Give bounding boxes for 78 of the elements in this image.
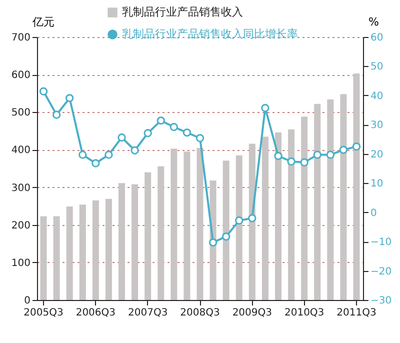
- legend-label: 乳制品行业产品销售收入: [122, 6, 243, 18]
- x-tick-label: 2005Q3: [24, 308, 64, 318]
- point: [78, 150, 87, 159]
- point: [287, 157, 296, 166]
- bar: [301, 116, 308, 300]
- y2-tick-label: 40: [370, 90, 384, 102]
- bar: [118, 183, 126, 300]
- bar: [353, 73, 360, 300]
- point: [196, 134, 204, 142]
- point: [235, 216, 244, 225]
- point: [248, 214, 256, 222]
- point: [313, 150, 322, 159]
- y-tick-label: 600: [11, 70, 30, 82]
- bar: [66, 206, 73, 300]
- point: [326, 150, 335, 159]
- bar: [184, 152, 190, 300]
- point: [170, 122, 178, 132]
- x-tick-label: 2007Q3: [128, 308, 168, 318]
- point: [274, 152, 282, 160]
- point: [222, 232, 230, 241]
- bar: [92, 200, 99, 300]
- x-tick-label: 2011Q3: [336, 308, 376, 318]
- y-tick-label: 500: [11, 108, 30, 119]
- point: [300, 158, 308, 166]
- bar: [248, 144, 256, 300]
- bar: [327, 99, 334, 300]
- bar: [132, 184, 138, 300]
- bar: [274, 132, 282, 300]
- bar: [222, 160, 230, 300]
- y-tick-label: 0: [24, 296, 30, 306]
- y-tick-label: 700: [11, 32, 30, 44]
- y2-tick-label: 50: [370, 62, 384, 73]
- bar: [40, 216, 47, 300]
- legend-label: 乳制品行业产品销售收入同比增长率: [122, 28, 298, 40]
- x-tick-label: 2008Q3: [180, 308, 220, 318]
- bar: [288, 129, 295, 300]
- y2-tick-label: 60: [370, 32, 384, 44]
- y2-tick-label: −30: [370, 296, 392, 306]
- bar: [196, 148, 204, 300]
- bar: [144, 172, 152, 300]
- point: [144, 129, 152, 138]
- x-tick-label: 2010Q3: [284, 308, 324, 318]
- y-tick-label: 300: [11, 182, 30, 194]
- y2-tick-label: 0: [370, 208, 377, 219]
- x-tick-label: 2006Q3: [76, 308, 116, 318]
- bar: [105, 198, 112, 300]
- point: [118, 133, 126, 142]
- bar: [158, 166, 164, 300]
- point: [261, 104, 270, 112]
- y2-tick-label: 10: [370, 178, 384, 190]
- y2-axis-title: %: [368, 16, 379, 28]
- y-axis-title: 亿元: [32, 16, 54, 28]
- bar: [170, 148, 178, 300]
- y2-tick-label: 30: [370, 120, 384, 132]
- y2-tick-label: 20: [370, 149, 384, 160]
- x-tick-label: 2009Q3: [232, 308, 272, 318]
- point: [39, 87, 48, 96]
- point: [156, 116, 165, 125]
- bar: [340, 94, 347, 300]
- point: [339, 146, 348, 154]
- point: [65, 94, 74, 102]
- point: [104, 150, 113, 159]
- point: [130, 146, 139, 154]
- bar: [79, 204, 86, 300]
- y2-tick-label: −20: [370, 266, 392, 278]
- bar: [236, 155, 242, 300]
- y-tick-label: 200: [11, 220, 30, 232]
- bar: [314, 104, 321, 300]
- point: [352, 142, 361, 151]
- bar: [262, 136, 268, 300]
- bar: [53, 216, 60, 300]
- point: [52, 110, 61, 119]
- y2-tick-label: −10: [370, 237, 392, 248]
- point: [182, 128, 192, 137]
- y-tick-label: 400: [11, 145, 30, 156]
- y-tick-label: 100: [11, 258, 30, 269]
- point: [92, 159, 100, 168]
- point: [208, 238, 218, 247]
